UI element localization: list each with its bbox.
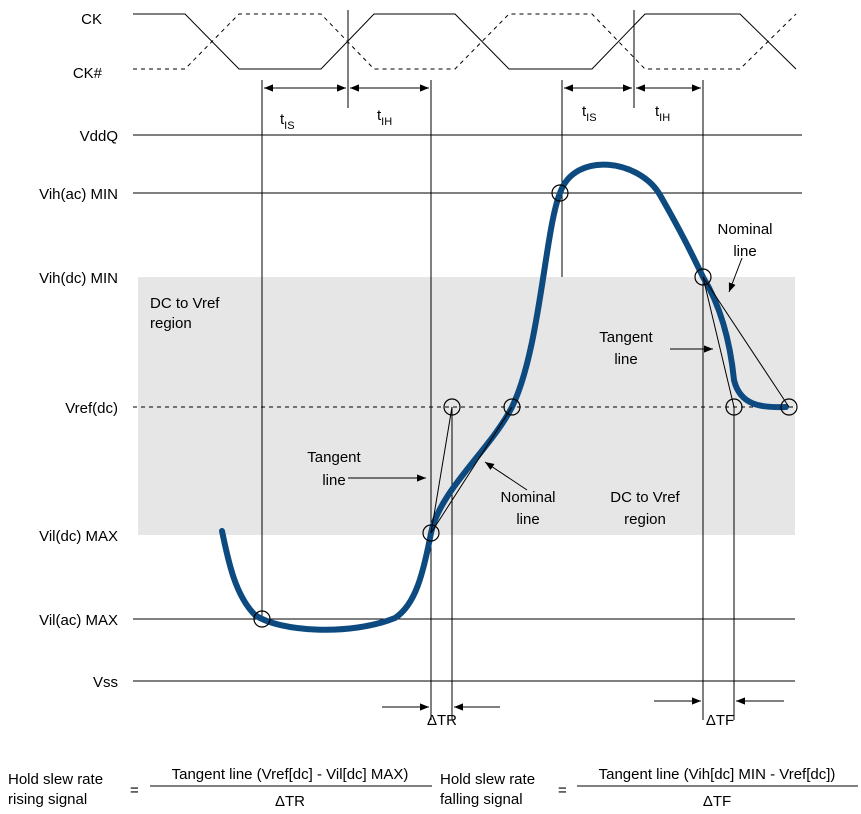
fall-formula-numerator: Tangent line (Vih[dc] MIN - Vref[dc]) [599,766,836,783]
t-ih-label-1: tIH [377,107,392,128]
level-rails [133,134,802,682]
region-right-line2: region [624,511,666,528]
region-left-line2: region [150,315,192,332]
vil-ac-label: Vil(ac) MAX [39,612,118,629]
fall-nominal-label-2: line [733,243,756,260]
vih-ac-label: Vih(ac) MIN [39,186,118,203]
delta-arrows [382,697,784,711]
rise-nominal-label-2: line [516,511,539,528]
formula-rising: Hold slew rate rising signal = Tangent l… [8,766,432,810]
ck-n-label: CK# [73,65,103,82]
fall-formula-label-2: falling signal [440,791,523,808]
fall-nominal-line [702,276,790,408]
rise-formula-label-1: Hold slew rate [8,771,103,788]
fall-tangent-line [702,276,735,408]
region-right-line1: DC to Vref [610,489,680,506]
fall-formula-denominator: ΔTF [703,793,731,810]
fall-tangent-label-2: line [614,351,637,368]
annotation-pointers [348,257,743,491]
ck-waveform [133,13,797,70]
delta-tr-label: ΔTR [427,712,457,729]
vddq-label: VddQ [80,128,118,145]
crossing-markers [253,184,798,628]
tangent-nominal-lines [430,276,790,534]
rise-tangent-label-2: line [322,472,345,489]
ck-label: CK [81,11,102,28]
vil-dc-label: Vil(dc) MAX [39,528,118,545]
fall-tangent-label-1: Tangent [599,329,653,346]
ck-n-waveform [133,13,797,70]
rise-formula-eq: = [130,782,139,799]
t-is-label-2: tIS [582,103,597,124]
fall-formula-label-1: Hold slew rate [440,771,535,788]
rise-nominal-label-1: Nominal [500,489,555,506]
rise-tangent-line [430,406,453,534]
rise-formula-denominator: ΔTR [275,793,305,810]
t-ih-label-2: tIH [655,103,670,124]
fall-nominal-label-1: Nominal [717,221,772,238]
vih-dc-label: Vih(dc) MIN [39,270,118,287]
delta-tf-label: ΔTF [706,712,734,729]
vss-label: Vss [93,674,118,691]
timing-verticals [261,10,735,720]
clock-waveforms [133,13,797,70]
region-left-line1: DC to Vref [150,295,220,312]
rise-formula-label-2: rising signal [8,791,87,808]
dc-to-vref-region [138,277,795,535]
fall-formula-eq: = [558,782,567,799]
rise-formula-numerator: Tangent line (Vref[dc] - Vil[dc] MAX) [172,766,409,783]
signal-waveform [219,161,789,633]
rise-tangent-label-1: Tangent [307,449,361,466]
formula-falling: Hold slew rate falling signal = Tangent … [440,766,858,810]
vref-label: Vref(dc) [65,400,118,417]
t-is-label-1: tIS [280,111,295,132]
rise-nominal-line [430,406,513,534]
